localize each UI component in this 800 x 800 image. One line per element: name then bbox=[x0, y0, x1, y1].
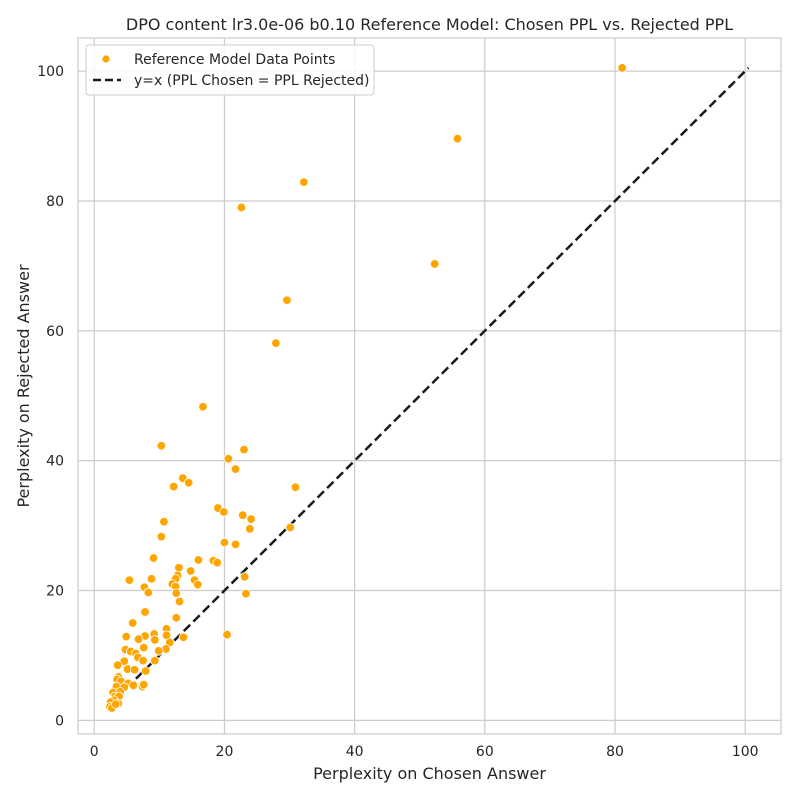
data-point bbox=[174, 596, 185, 607]
data-point bbox=[290, 482, 301, 492]
data-point bbox=[148, 553, 159, 563]
data-point bbox=[178, 632, 189, 642]
data-point bbox=[174, 563, 184, 573]
legend: Reference Model Data Points y=x (PPL Cho… bbox=[85, 44, 375, 96]
data-point bbox=[140, 607, 150, 617]
grid-lines bbox=[78, 38, 781, 734]
y-tick-label: 100 bbox=[37, 64, 64, 80]
data-point bbox=[139, 642, 149, 653]
data-point bbox=[143, 587, 154, 598]
data-point bbox=[121, 631, 131, 642]
data-point bbox=[241, 589, 251, 599]
x-tick-label: 0 bbox=[90, 744, 99, 760]
data-point bbox=[230, 464, 241, 474]
data-point bbox=[245, 524, 255, 534]
y-tick-label: 60 bbox=[46, 324, 64, 340]
chart-title: DPO content lr3.0e-06 b0.10 Reference Mo… bbox=[126, 15, 733, 34]
data-point bbox=[193, 555, 204, 565]
legend-label-points: Reference Model Data Points bbox=[134, 52, 335, 68]
data-point bbox=[193, 579, 203, 590]
data-point bbox=[129, 665, 140, 675]
data-point bbox=[246, 514, 256, 524]
x-tick-label: 20 bbox=[216, 744, 234, 760]
reference-line-layer bbox=[106, 66, 750, 709]
data-point bbox=[150, 655, 160, 666]
y-tick-label: 20 bbox=[46, 584, 64, 600]
data-point bbox=[236, 202, 247, 213]
y-tick-label: 0 bbox=[55, 713, 64, 729]
data-point bbox=[183, 478, 194, 488]
y-tick-labels: 0 20 40 60 80 100 bbox=[37, 64, 64, 729]
data-point bbox=[124, 575, 135, 585]
data-point bbox=[237, 510, 248, 520]
data-point bbox=[168, 481, 179, 492]
data-point bbox=[159, 516, 169, 527]
data-point bbox=[146, 574, 157, 584]
plot-frame bbox=[77, 37, 782, 735]
x-tick-label: 100 bbox=[732, 744, 759, 760]
data-point bbox=[171, 588, 181, 598]
legend-scatter-marker bbox=[101, 54, 111, 64]
legend-box bbox=[85, 44, 375, 96]
data-point bbox=[127, 618, 138, 628]
y-tick-label: 40 bbox=[46, 454, 64, 470]
data-point bbox=[282, 295, 292, 305]
reference-line-y-equals-x bbox=[106, 66, 750, 709]
data-point bbox=[111, 699, 121, 709]
data-point bbox=[171, 613, 181, 623]
data-point bbox=[452, 133, 463, 144]
data-point bbox=[138, 655, 148, 666]
data-point bbox=[239, 572, 250, 582]
x-tick-label: 60 bbox=[476, 744, 494, 760]
data-point bbox=[219, 507, 229, 517]
data-point bbox=[430, 259, 440, 269]
y-axis-label: Perplexity on Rejected Answer bbox=[14, 264, 33, 507]
x-tick-label: 80 bbox=[606, 744, 624, 760]
x-tick-label: 40 bbox=[346, 744, 364, 760]
data-point bbox=[156, 441, 167, 451]
data-point bbox=[154, 646, 164, 656]
data-point bbox=[128, 680, 139, 691]
data-point bbox=[150, 635, 160, 645]
data-point bbox=[113, 660, 123, 670]
data-point bbox=[140, 666, 151, 676]
data-point bbox=[299, 177, 309, 187]
legend-label-reference-line: y=x (PPL Chosen = PPL Rejected) bbox=[134, 73, 369, 89]
y-tick-label: 80 bbox=[46, 194, 64, 210]
data-point bbox=[617, 63, 627, 73]
data-point bbox=[222, 629, 232, 640]
data-point bbox=[230, 539, 241, 550]
data-point bbox=[133, 634, 144, 644]
x-tick-labels: 0 20 40 60 80 100 bbox=[90, 744, 759, 760]
data-point bbox=[239, 444, 249, 455]
data-point bbox=[198, 402, 208, 412]
data-point bbox=[219, 537, 230, 548]
data-point bbox=[185, 566, 196, 576]
data-point bbox=[223, 454, 234, 464]
data-point bbox=[285, 522, 295, 533]
data-point bbox=[271, 338, 281, 348]
x-axis-label: Perplexity on Chosen Answer bbox=[313, 764, 546, 783]
data-point bbox=[156, 531, 167, 542]
data-point bbox=[212, 557, 222, 568]
data-point bbox=[139, 679, 149, 690]
data-points bbox=[105, 63, 627, 713]
